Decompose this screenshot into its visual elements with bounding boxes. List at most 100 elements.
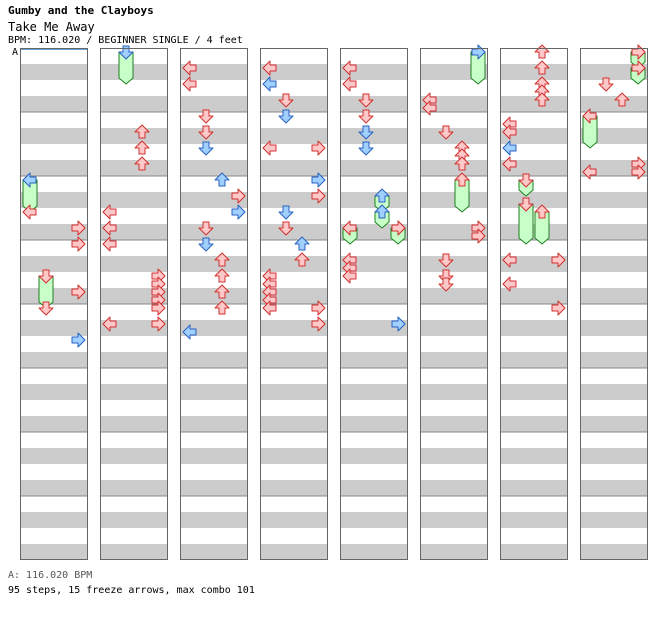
arrow-shape	[374, 204, 390, 219]
stripe-layer	[20, 64, 648, 560]
beat-stripe	[100, 96, 168, 112]
arrow-shape	[182, 60, 197, 76]
beat-stripe	[340, 544, 408, 560]
beat-stripe	[180, 416, 248, 432]
beat-stripe	[580, 224, 648, 240]
arrow-shape	[534, 44, 550, 59]
beat-stripe	[580, 352, 648, 368]
beat-stripe	[20, 256, 88, 272]
note-layer	[22, 44, 646, 348]
left-arrow-icon	[182, 76, 197, 92]
arrow-shape	[502, 252, 517, 268]
beat-stripe	[500, 480, 568, 496]
arrow-shape	[311, 140, 326, 156]
arrow-shape	[262, 76, 277, 92]
right-arrow-icon	[391, 220, 406, 236]
left-arrow-icon	[422, 100, 437, 116]
right-arrow-icon	[551, 252, 566, 268]
beat-stripe	[20, 224, 88, 240]
right-arrow-icon	[311, 316, 326, 332]
beat-stripe	[260, 384, 328, 400]
beat-stripe	[260, 448, 328, 464]
beat-stripe	[100, 192, 168, 208]
arrow-shape	[102, 316, 117, 332]
up-arrow-icon	[134, 140, 150, 155]
right-arrow-icon	[151, 316, 166, 332]
footer-bpm-legend: A: 116.020 BPM	[8, 570, 93, 581]
beat-stripe	[20, 512, 88, 528]
left-arrow-icon	[102, 236, 117, 252]
beat-stripe	[20, 288, 88, 304]
beat-stripe	[260, 416, 328, 432]
down-arrow-icon	[38, 269, 54, 284]
arrow-shape	[534, 204, 550, 219]
arrow-shape	[502, 124, 517, 140]
right-arrow-icon	[471, 44, 486, 60]
beat-stripe	[20, 320, 88, 336]
beat-stripe	[180, 384, 248, 400]
left-arrow-icon	[102, 220, 117, 236]
arrow-shape	[214, 268, 230, 283]
beat-stripe	[340, 384, 408, 400]
beat-stripe	[100, 480, 168, 496]
arrow-shape	[294, 236, 310, 251]
column-border	[580, 48, 648, 560]
left-arrow-icon	[182, 60, 197, 76]
left-arrow-icon	[342, 60, 357, 76]
beat-stripe	[580, 192, 648, 208]
arrow-shape	[278, 221, 294, 236]
beat-stripe	[580, 384, 648, 400]
arrow-shape	[102, 220, 117, 236]
beat-stripe	[340, 416, 408, 432]
arrow-shape	[342, 60, 357, 76]
right-arrow-icon	[631, 60, 646, 76]
beat-stripe	[420, 96, 488, 112]
beat-stripe	[260, 64, 328, 80]
arrow-shape	[278, 93, 294, 108]
up-arrow-icon	[374, 188, 390, 203]
arrow-shape	[38, 301, 54, 316]
arrow-shape	[631, 60, 646, 76]
beat-stripe	[340, 512, 408, 528]
arrow-shape	[518, 173, 534, 188]
beat-stripe	[500, 96, 568, 112]
beat-stripe	[340, 128, 408, 144]
arrow-shape	[342, 268, 357, 284]
beat-stripe	[100, 128, 168, 144]
bpm-marker-line	[20, 49, 88, 50]
up-arrow-icon	[374, 204, 390, 219]
down-arrow-icon	[518, 173, 534, 188]
arrow-shape	[198, 141, 214, 156]
beat-stripe	[260, 128, 328, 144]
arrow-shape	[614, 92, 630, 107]
arrow-shape	[438, 125, 454, 140]
arrow-shape	[262, 300, 277, 316]
beat-stripe	[180, 64, 248, 80]
beat-stripe	[180, 224, 248, 240]
down-arrow-icon	[358, 109, 374, 124]
column-border	[20, 48, 88, 560]
down-arrow-icon	[278, 205, 294, 220]
beat-stripe	[420, 320, 488, 336]
down-arrow-icon	[438, 277, 454, 292]
up-arrow-icon	[454, 172, 470, 187]
left-arrow-icon	[342, 268, 357, 284]
beat-stripe	[340, 256, 408, 272]
beat-stripe	[500, 288, 568, 304]
beat-stripe	[20, 416, 88, 432]
arrow-shape	[294, 252, 310, 267]
arrow-shape	[534, 92, 550, 107]
beat-stripe	[500, 384, 568, 400]
down-arrow-icon	[358, 141, 374, 156]
beat-stripe	[580, 320, 648, 336]
right-arrow-icon	[471, 228, 486, 244]
beat-stripe	[100, 416, 168, 432]
down-arrow-icon	[438, 253, 454, 268]
left-arrow-icon	[182, 324, 197, 340]
beat-stripe	[420, 352, 488, 368]
beat-stripe	[340, 448, 408, 464]
beat-stripe	[500, 512, 568, 528]
down-arrow-icon	[198, 109, 214, 124]
arrow-shape	[502, 276, 517, 292]
right-arrow-icon	[311, 188, 326, 204]
